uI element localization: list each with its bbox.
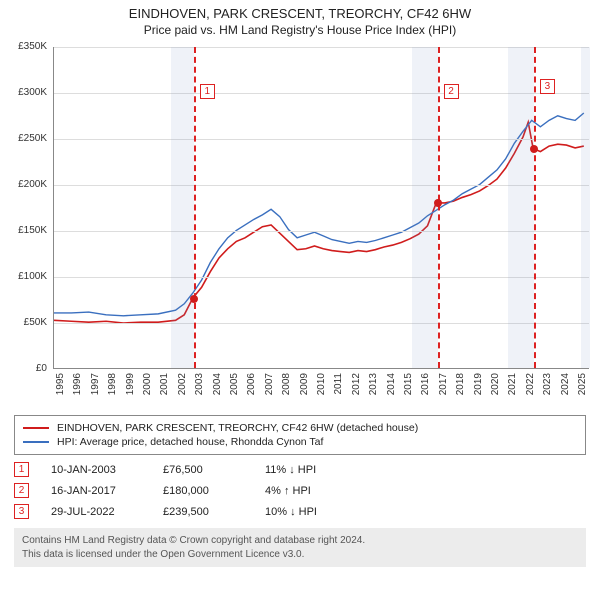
- footer-line-2: This data is licensed under the Open Gov…: [22, 548, 578, 562]
- event-pct: 10% ↓ HPI: [265, 506, 355, 518]
- event-date: 16-JAN-2017: [51, 485, 141, 497]
- event-price: £239,500: [163, 506, 243, 518]
- x-axis-label: 2009: [299, 373, 310, 403]
- event-vline: [534, 47, 536, 368]
- event-number-box: 2: [14, 483, 29, 498]
- y-axis-label: £150K: [7, 225, 47, 236]
- x-axis-label: 2019: [473, 373, 484, 403]
- x-axis-label: 1995: [55, 373, 66, 403]
- legend-swatch: [23, 427, 49, 429]
- y-axis-label: £350K: [7, 41, 47, 52]
- legend: EINDHOVEN, PARK CRESCENT, TREORCHY, CF42…: [14, 415, 586, 455]
- x-axis-label: 2021: [507, 373, 518, 403]
- chart-title-line-2: Price paid vs. HM Land Registry's House …: [4, 23, 596, 37]
- legend-swatch: [23, 441, 49, 443]
- footer-attribution: Contains HM Land Registry data © Crown c…: [14, 528, 586, 567]
- series-line: [54, 122, 584, 323]
- footer-line-1: Contains HM Land Registry data © Crown c…: [22, 534, 578, 548]
- legend-label: EINDHOVEN, PARK CRESCENT, TREORCHY, CF42…: [57, 422, 418, 434]
- legend-item: HPI: Average price, detached house, Rhon…: [23, 435, 577, 449]
- x-axis-label: 2014: [386, 373, 397, 403]
- event-date: 10-JAN-2003: [51, 464, 141, 476]
- shaded-band: [171, 47, 194, 368]
- x-axis-label: 2010: [316, 373, 327, 403]
- event-table: 1 10-JAN-2003 £76,500 11% ↓ HPI 2 16-JAN-2017…: [14, 459, 586, 522]
- event-price: £180,000: [163, 485, 243, 497]
- x-axis-label: 2015: [403, 373, 414, 403]
- event-vline: [194, 47, 196, 368]
- x-axis-label: 2024: [560, 373, 571, 403]
- event-price: £76,500: [163, 464, 243, 476]
- x-axis-label: 2018: [455, 373, 466, 403]
- event-number-box: 3: [14, 504, 29, 519]
- y-axis-label: £100K: [7, 271, 47, 282]
- y-axis-label: £0: [7, 363, 47, 374]
- x-axis-label: 2011: [333, 373, 344, 403]
- event-marker-box: 1: [200, 84, 215, 99]
- x-axis-label: 2000: [142, 373, 153, 403]
- data-point-marker: [530, 145, 538, 153]
- event-marker-box: 3: [540, 79, 555, 94]
- x-axis-label: 1996: [72, 373, 83, 403]
- shaded-band: [412, 47, 437, 368]
- plot-area: 1 2 3: [53, 47, 589, 369]
- x-axis-label: 2017: [438, 373, 449, 403]
- event-row: 1 10-JAN-2003 £76,500 11% ↓ HPI: [14, 459, 586, 480]
- data-point-marker: [190, 295, 198, 303]
- chart-container: 1 2 3 £0 £50K £100K £150K £200K £250K £300K £350K…: [5, 39, 595, 409]
- x-axis-label: 2013: [368, 373, 379, 403]
- legend-item: EINDHOVEN, PARK CRESCENT, TREORCHY, CF42…: [23, 421, 577, 435]
- x-axis-label: 2002: [177, 373, 188, 403]
- x-axis-label: 2005: [229, 373, 240, 403]
- shaded-band: [508, 47, 534, 368]
- x-axis-label: 2004: [212, 373, 223, 403]
- event-row: 2 16-JAN-2017 £180,000 4% ↑ HPI: [14, 480, 586, 501]
- event-marker-box: 2: [444, 84, 459, 99]
- x-axis-label: 2008: [281, 373, 292, 403]
- y-axis-label: £200K: [7, 179, 47, 190]
- x-axis-label: 2003: [194, 373, 205, 403]
- x-axis-label: 2025: [577, 373, 588, 403]
- y-axis-label: £300K: [7, 87, 47, 98]
- x-axis-label: 1998: [107, 373, 118, 403]
- y-axis-label: £50K: [7, 317, 47, 328]
- event-date: 29-JUL-2022: [51, 506, 141, 518]
- chart-title-block: EINDHOVEN, PARK CRESCENT, TREORCHY, CF42…: [0, 0, 600, 39]
- x-axis-label: 2001: [159, 373, 170, 403]
- event-row: 3 29-JUL-2022 £239,500 10% ↓ HPI: [14, 501, 586, 522]
- shaded-band: [581, 47, 590, 368]
- legend-label: HPI: Average price, detached house, Rhon…: [57, 436, 323, 448]
- x-axis-label: 2007: [264, 373, 275, 403]
- x-axis-label: 2023: [542, 373, 553, 403]
- x-axis-label: 2022: [525, 373, 536, 403]
- event-vline: [438, 47, 440, 368]
- data-point-marker: [434, 199, 442, 207]
- x-axis-label: 2016: [420, 373, 431, 403]
- event-number-box: 1: [14, 462, 29, 477]
- x-axis-label: 2006: [246, 373, 257, 403]
- chart-title-line-1: EINDHOVEN, PARK CRESCENT, TREORCHY, CF42…: [4, 6, 596, 21]
- series-line: [54, 113, 584, 316]
- x-axis-label: 2012: [351, 373, 362, 403]
- y-axis-label: £250K: [7, 133, 47, 144]
- x-axis-label: 2020: [490, 373, 501, 403]
- x-axis-label: 1999: [125, 373, 136, 403]
- x-axis-label: 1997: [90, 373, 101, 403]
- event-pct: 11% ↓ HPI: [265, 464, 355, 476]
- event-pct: 4% ↑ HPI: [265, 485, 355, 497]
